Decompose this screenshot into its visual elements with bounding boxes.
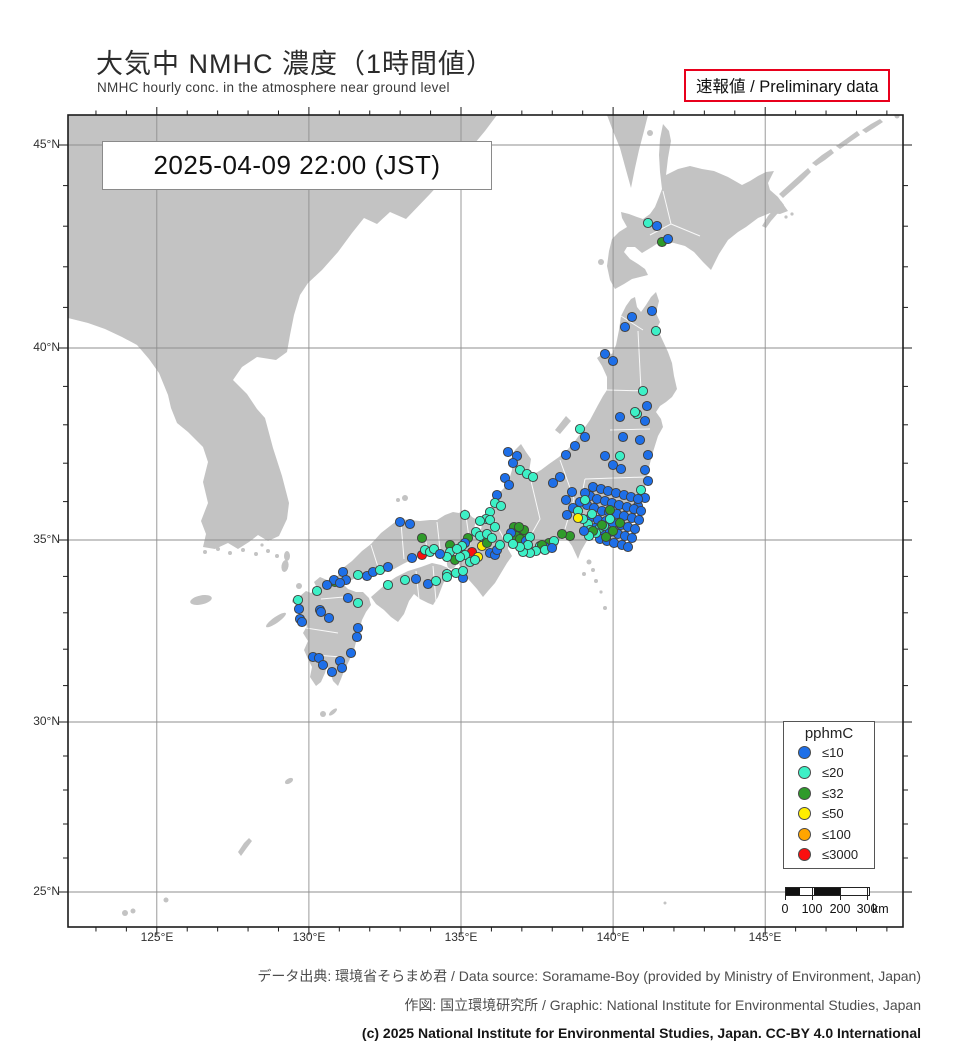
scale-tick (867, 887, 868, 900)
landmass-okinawa (238, 838, 252, 856)
landmass-goto (266, 612, 286, 628)
landmass-oki (402, 495, 408, 501)
scale-tick (840, 887, 841, 900)
islet (784, 215, 788, 219)
scale-label-300: 300 (856, 902, 878, 916)
legend-label: ≤3000 (822, 847, 859, 863)
lon-label-130e: 130°E (292, 930, 326, 944)
lat-label-35n: 35°N (33, 532, 60, 546)
scale-unit: km (872, 902, 889, 916)
izu-islands (582, 559, 607, 610)
islet (663, 901, 667, 905)
legend-label: ≤50 (822, 806, 844, 822)
legend-dot-blue (798, 745, 811, 759)
lon-label-135e: 135°E (444, 930, 478, 944)
landmass-jeju (190, 595, 212, 605)
landmass-continent (68, 115, 497, 549)
landmass-okushiri (598, 259, 604, 265)
landmass-yakushima (320, 711, 326, 717)
legend-dot-green (798, 786, 811, 800)
timestamp-box: 2025-04-09 22:00 (JST) (102, 141, 492, 190)
landmass-tsushima-n (284, 551, 290, 561)
landmass-sakhalin (607, 115, 648, 188)
landmass-rishiri (647, 130, 653, 136)
landmass-tanegashima (328, 708, 338, 716)
scale-tick (812, 887, 813, 900)
legend-dot-red (798, 848, 811, 862)
landmass-iriomote (122, 910, 128, 916)
footer-data-source: データ出典: 環境省そらまめ君 / Data source: Soramame-… (257, 968, 921, 984)
page-subtitle: NMHC hourly conc. in the atmosphere near… (97, 80, 450, 95)
scale-label-200: 200 (829, 902, 851, 916)
landmass-shikoku (371, 563, 448, 622)
legend-label: ≤100 (822, 826, 851, 842)
landmass-kuril-4 (836, 131, 860, 149)
legend-label: ≤10 (822, 744, 844, 760)
landmass-miyako (163, 897, 169, 903)
page-title: 大気中 NMHC 濃度（1時間値） (96, 49, 495, 79)
legend-dot-orange (798, 827, 811, 841)
landmass-iturup (779, 168, 811, 198)
landmass-oki-2 (396, 498, 400, 502)
landmass-kunashiri (762, 201, 784, 228)
landmass-amami (284, 777, 294, 785)
preliminary-data-badge: 速報値 / Preliminary data (684, 69, 891, 102)
legend: pphmC ≤10 ≤20 ≤32 ≤50 ≤100 ≤3000 (783, 721, 875, 869)
lon-label-140e: 140°E (596, 930, 630, 944)
legend-item: ≤100 (784, 824, 874, 845)
korea-coast-islets (203, 543, 279, 558)
lat-label-45n: 45°N (33, 137, 60, 151)
landmass-sado (555, 416, 571, 434)
legend-dot-cyan (798, 766, 811, 780)
lat-label-25n: 25°N (33, 884, 60, 898)
landmass-hokkaido (607, 124, 788, 289)
legend-item: ≤32 (784, 783, 874, 804)
landmass-kuril-3 (812, 149, 834, 166)
lon-label-145e: 145°E (748, 930, 782, 944)
legend-label: ≤20 (822, 765, 844, 781)
scale-label-0: 0 (781, 902, 789, 916)
scale-label-100: 100 (801, 902, 823, 916)
lat-label-40n: 40°N (33, 340, 60, 354)
islet (790, 212, 794, 216)
scale-tick (785, 887, 786, 900)
legend-item: ≤3000 (784, 845, 874, 866)
legend-title: pphmC (804, 725, 854, 742)
landmass-kuril-speck (894, 115, 900, 119)
footer-copyright: (c) 2025 National Institute for Environm… (361, 1025, 921, 1041)
legend-item: ≤50 (784, 804, 874, 825)
lon-label-125e: 125°E (140, 930, 174, 944)
station-dots (292, 217, 674, 678)
legend-item: ≤10 (784, 742, 874, 763)
landmass-tsushima-s (281, 560, 289, 572)
legend-dot-yellow (798, 807, 811, 821)
landmass-iki (296, 583, 302, 589)
landmass-kuril-5 (862, 119, 883, 133)
legend-item: ≤20 (784, 763, 874, 784)
footer-graphic-credit: 作図: 国立環境研究所 / Graphic: National Institut… (404, 997, 921, 1013)
lat-label-30n: 30°N (33, 714, 60, 728)
scale-bar (785, 887, 870, 896)
landmass-ishigaki (130, 908, 136, 914)
legend-label: ≤32 (822, 785, 844, 801)
map-frame (67, 114, 904, 928)
